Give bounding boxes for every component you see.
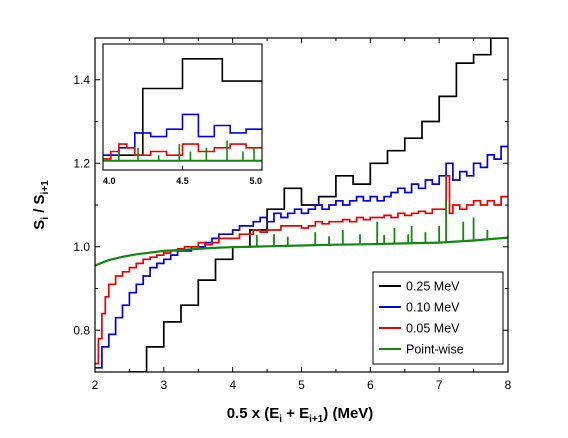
inset-x-tick-label-2: 5.0 xyxy=(249,176,262,186)
legend-item-0-05-mev-label: 0.05 MeV xyxy=(406,322,460,336)
main-series-group xyxy=(95,38,508,372)
y-tick-label-0.8: 0.8 xyxy=(73,323,90,337)
x-tick-label-5: 5 xyxy=(298,378,305,392)
y-axis-title-mid: / S xyxy=(31,194,48,217)
x-axis-title-main: 0.5 x (E xyxy=(227,405,280,422)
x-axis-title: 0.5 x (Ei + Ei+1) (MeV) xyxy=(227,405,374,425)
main-series-0-25-mev-line xyxy=(128,38,508,372)
legend-item-0-10-mev-label: 0.10 MeV xyxy=(406,301,460,315)
y-axis-title-main: S xyxy=(31,220,48,230)
inset-series-0-25-mev-line xyxy=(103,58,262,156)
inset-series-0-10-mev-line xyxy=(103,113,262,156)
y-axis-title-sub1: i xyxy=(40,217,51,220)
x-axis-title-sub1: i xyxy=(279,414,282,425)
x-tick-label-3: 3 xyxy=(160,378,167,392)
x-axis-title-sub2: i+1 xyxy=(309,414,324,425)
x-axis-title-tail: ) (MeV) xyxy=(323,405,373,422)
inset-x-tick-label-0: 4.0 xyxy=(103,176,116,186)
legend-item-0-25-mev-label: 0.25 MeV xyxy=(406,280,460,294)
x-tick-label-6: 6 xyxy=(367,378,374,392)
inset-plot-area: 4.0 4.5 5.0 xyxy=(102,43,263,186)
main-series-0-10-mev-line xyxy=(95,145,508,369)
x-tick-label-2: 2 xyxy=(92,378,99,392)
y-tick-label-1: 1.0 xyxy=(73,240,90,254)
y-axis-title: Si / Si+1 xyxy=(31,180,51,230)
main-series-0-05-mev-line xyxy=(95,174,508,365)
x-axis-title-mid: + E xyxy=(282,405,309,422)
inset-series-0-05-mev-line xyxy=(103,143,262,160)
inset-x-tick-label-1: 4.5 xyxy=(176,176,189,186)
x-tick-label-8: 8 xyxy=(505,378,512,392)
x-tick-label-7: 7 xyxy=(436,378,443,392)
y-tick-label-1.2: 1.2 xyxy=(73,156,90,170)
legend-item-point-wise-label: Point-wise xyxy=(406,343,464,357)
axis-titles: 0.5 x (Ei + Ei+1) (MeV)Si / Si+1 xyxy=(31,180,373,425)
legend: 0.25 MeV 0.10 MeV 0.05 MeV Point-wise xyxy=(372,271,504,365)
y-axis-title-sub2: i+1 xyxy=(40,180,51,195)
inset-series-group xyxy=(103,58,262,162)
main-series-point-wise-line xyxy=(95,236,508,267)
main-plot-area: 2 3 4 5 6 7 8 0.8 1.0 1.2 1.4 xyxy=(73,37,512,392)
y-tick-label-1.4: 1.4 xyxy=(73,73,90,87)
x-tick-label-4: 4 xyxy=(229,378,236,392)
